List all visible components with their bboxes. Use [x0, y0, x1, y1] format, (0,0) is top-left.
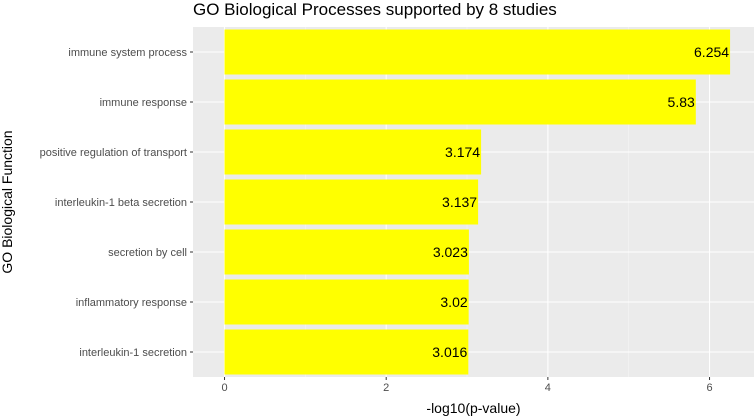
data-label-interleukin-1-secretion: 3.016 [432, 344, 467, 360]
y-tick-label-immune-response: immune response [100, 97, 187, 109]
y-tick-label-interleukin-1-beta-secretion: interleukin-1 beta secretion [55, 197, 187, 209]
data-labels: 6.254 5.83 3.174 3.137 3.023 3.02 3.016 [432, 44, 729, 360]
data-label-positive-regulation-of-transport: 3.174 [445, 144, 480, 160]
bar-immune-system-process [224, 29, 731, 75]
x-tick-label: 4 [545, 382, 551, 394]
bar-inflammatory-response [224, 279, 469, 325]
data-label-immune-system-process: 6.254 [694, 44, 729, 60]
y-axis: immune system process immune response posi… [40, 47, 193, 359]
x-tick-label: 2 [383, 382, 389, 394]
bars [224, 29, 731, 375]
bar-immune-response [224, 79, 696, 125]
y-tick-label-secretion-by-cell: secretion by cell [108, 247, 187, 259]
data-label-immune-response: 5.83 [668, 94, 695, 110]
bar-secretion-by-cell [224, 229, 469, 275]
bar-interleukin-1-secretion [224, 329, 469, 375]
x-axis: 0 2 4 6 [221, 377, 713, 394]
data-label-interleukin-1-beta-secretion: 3.137 [442, 194, 477, 210]
chart-title: GO Biological Processes supported by 8 s… [193, 0, 557, 19]
data-label-inflammatory-response: 3.02 [440, 294, 467, 310]
x-tick-label: 6 [706, 382, 712, 394]
bar-interleukin-1-beta-secretion [224, 179, 479, 225]
x-tick-label: 0 [221, 382, 227, 394]
x-axis-title: -log10(p-value) [426, 400, 520, 416]
y-tick-label-inflammatory-response: inflammatory response [76, 297, 187, 309]
data-label-secretion-by-cell: 3.023 [433, 244, 468, 260]
y-tick-label-positive-regulation-of-transport: positive regulation of transport [40, 147, 187, 159]
y-axis-title: GO Biological Function [0, 130, 15, 273]
bar-positive-regulation-of-transport [224, 129, 482, 175]
y-tick-label-interleukin-1-secretion: interleukin-1 secretion [79, 347, 187, 359]
y-tick-label-immune-system-process: immune system process [68, 47, 187, 59]
